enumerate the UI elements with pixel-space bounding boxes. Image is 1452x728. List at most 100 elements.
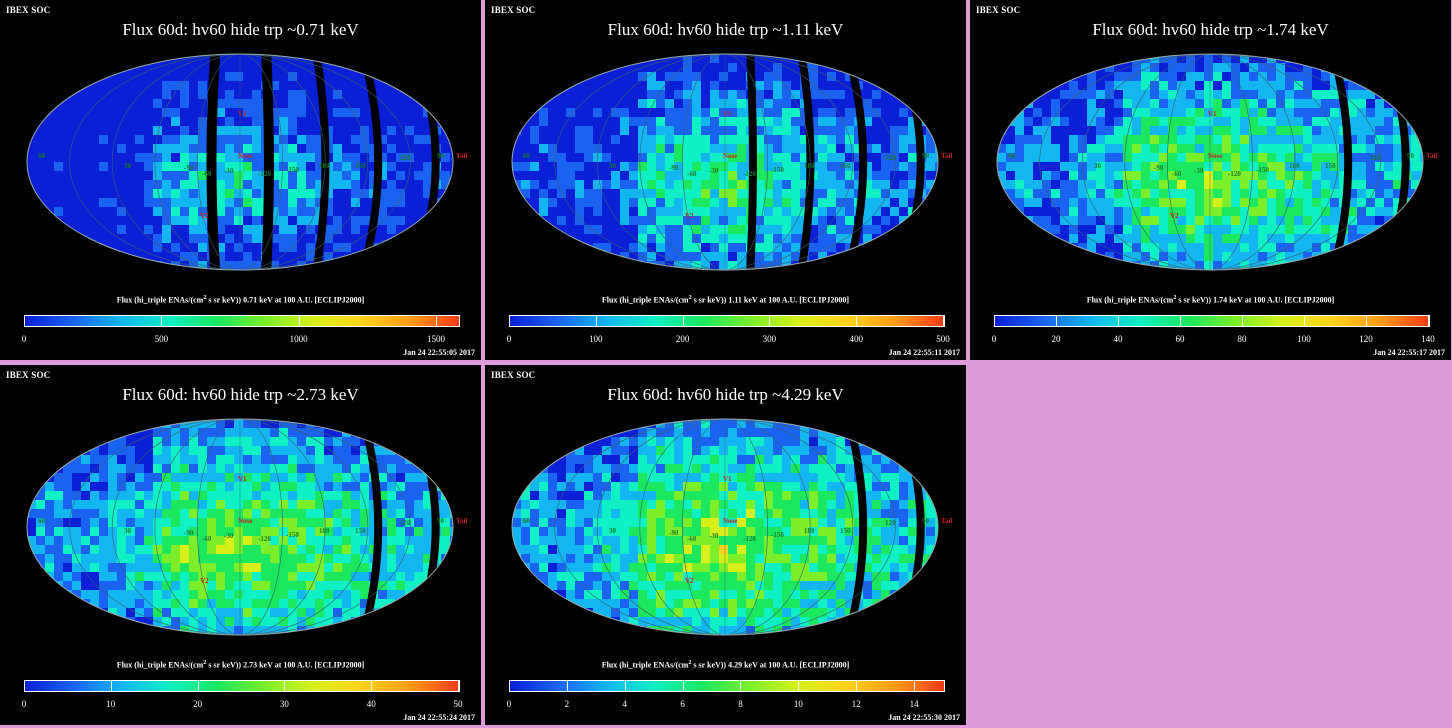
colorbar-tick-mark <box>943 315 944 327</box>
colorbar-tick-mark <box>1056 315 1057 327</box>
colorbar-tick-label: 0 <box>21 699 27 709</box>
longitude-label: -120 <box>743 535 756 543</box>
colorbar-tick-label: 120 <box>1359 334 1373 344</box>
longitude-label: -30 <box>709 532 719 540</box>
longitude-label: -150 <box>771 166 784 174</box>
flux-map-panel: IBEX SOC Flux 60d: hv60 hide trp ~2.73 ke… <box>0 365 481 725</box>
colorbar-tick-label: 14 <box>909 699 919 709</box>
colorbar-tick-mark <box>595 315 597 327</box>
colorbar-tick-label: 40 <box>366 699 376 709</box>
longitude-label: -60 <box>1172 170 1182 178</box>
tail-marker: Tail <box>456 517 468 525</box>
map-title: Flux 60d: hv60 hide trp ~1.74 keV <box>1092 20 1329 39</box>
map-title: Flux 60d: hv60 hide trp ~0.71 keV <box>122 20 359 39</box>
mollweide-sky-map <box>26 53 454 271</box>
colorbar-caption: Flux (hi_triple ENAs/(cm2 s sr keV)) 2.7… <box>116 660 365 670</box>
nose-marker: Nose <box>723 152 738 160</box>
colorbar-tick-label: 6 <box>680 699 685 709</box>
v1-marker: V1 <box>238 110 247 118</box>
longitude-label: 180 <box>804 162 815 170</box>
colorbar-tick-label: 100 <box>589 334 603 344</box>
longitude-label: 60 <box>38 517 45 525</box>
longitude-label: 60 <box>523 517 530 525</box>
longitude-label: 150 <box>840 162 851 170</box>
longitude-label: 90 <box>437 517 444 525</box>
longitude-label: -90 <box>669 164 679 172</box>
flux-map-panel: IBEX SOC Flux 60d: hv60 hide trp ~0.71 ke… <box>0 0 481 360</box>
longitude-label: 90 <box>922 152 929 160</box>
colorbar-tick-mark <box>1428 315 1429 327</box>
colorbar-tick-mark <box>161 315 163 327</box>
colorbar-tick-mark <box>740 680 742 692</box>
colorbar-tick-label: 140 <box>1421 334 1435 344</box>
colorbar-tick-mark <box>371 680 373 692</box>
ibex-soc-label: IBEX SOC <box>6 5 51 15</box>
v1-marker: V1 <box>1208 110 1217 118</box>
longitude-label: 180 <box>319 162 330 170</box>
colorbar-tick-mark <box>197 680 199 692</box>
colorbar-caption: Flux (hi_triple ENAs/(cm2 s sr keV)) 4.2… <box>601 660 850 670</box>
tail-marker: Tail <box>941 517 953 525</box>
longitude-label: -30 <box>224 167 234 175</box>
colorbar-tick-mark <box>24 315 25 327</box>
colorbar-tick-label: 0 <box>506 699 512 709</box>
flux-map-panel: IBEX SOC Flux 60d: hv60 hide trp ~1.74 ke… <box>970 0 1451 360</box>
colorbar-tick-mark <box>682 680 684 692</box>
colorbar-tick-mark <box>509 315 510 327</box>
longitude-label: 120 <box>885 154 896 162</box>
colorbar-tick-label: 1500 <box>427 334 446 344</box>
colorbar-tick-label: 20 <box>1051 334 1061 344</box>
longitude-label: 180 <box>1289 162 1300 170</box>
colorbar-tick-label: 500 <box>936 334 950 344</box>
longitude-label: 120 <box>885 519 896 527</box>
v1-marker: V1 <box>723 110 732 118</box>
nose-marker: Nose <box>238 517 253 525</box>
longitude-label: -30 <box>224 532 234 540</box>
nose-marker: Nose <box>723 517 738 525</box>
colorbar-tick-label: 4 <box>622 699 627 709</box>
tail-marker: Tail <box>456 152 468 160</box>
longitude-label: -120 <box>258 170 271 178</box>
colorbar-tick-label: 50 <box>453 699 463 709</box>
colorbar-tick-label: 500 <box>154 334 169 344</box>
colorbar-tick-label: 60 <box>1175 334 1185 344</box>
nose-marker: Nose <box>1208 152 1223 160</box>
colorbar-tick-label: 10 <box>793 699 803 709</box>
v1-marker: V1 <box>238 475 247 483</box>
colorbar-tick-label: 200 <box>675 334 690 344</box>
colorbar-tick-mark <box>458 680 459 692</box>
ibex-soc-label: IBEX SOC <box>6 370 51 380</box>
colorbar-tick-mark <box>856 680 858 692</box>
colorbar-tick-label: 30 <box>279 699 289 709</box>
ibex-soc-label: IBEX SOC <box>491 370 536 380</box>
colorbar <box>24 315 460 327</box>
colorbar-tick-label: 10 <box>106 699 116 709</box>
timestamp: Jan 24 22:55:24 2017 <box>403 713 475 722</box>
nose-marker: Nose <box>238 152 253 160</box>
longitude-label: -60 <box>202 170 212 178</box>
longitude-label: 120 <box>400 154 411 162</box>
colorbar-tick-label: 0 <box>991 334 997 344</box>
colorbar-caption: Flux (hi_triple ENAs/(cm2 s sr keV)) 0.7… <box>116 295 365 305</box>
flux-map-panel: IBEX SOC Flux 60d: hv60 hide trp ~4.29 ke… <box>485 365 966 725</box>
colorbar <box>509 315 945 327</box>
ibex-soc-label: IBEX SOC <box>976 5 1021 15</box>
v2-marker: V2 <box>685 577 694 585</box>
longitude-label: -90 <box>1154 164 1164 172</box>
colorbar-tick-label: 1000 <box>289 334 308 344</box>
longitude-label: -60 <box>202 535 212 543</box>
longitude-label: -150 <box>286 166 299 174</box>
longitude-label: -120 <box>258 535 271 543</box>
colorbar-caption: Flux (hi_triple ENAs/(cm2 s sr keV)) 1.7… <box>1086 295 1335 305</box>
timestamp: Jan 24 22:55:30 2017 <box>888 713 960 722</box>
colorbar <box>994 315 1430 327</box>
colorbar-tick-label: 300 <box>762 334 777 344</box>
colorbar-tick-label: 40 <box>1113 334 1123 344</box>
mollweide-sky-map <box>26 418 454 636</box>
longitude-label: -120 <box>743 170 756 178</box>
tail-marker: Tail <box>1426 152 1438 160</box>
v2-marker: V2 <box>200 577 209 585</box>
map-title: Flux 60d: hv60 hide trp ~1.11 keV <box>607 20 844 39</box>
longitude-label: 30 <box>609 527 616 535</box>
colorbar-tick-mark <box>624 680 626 692</box>
